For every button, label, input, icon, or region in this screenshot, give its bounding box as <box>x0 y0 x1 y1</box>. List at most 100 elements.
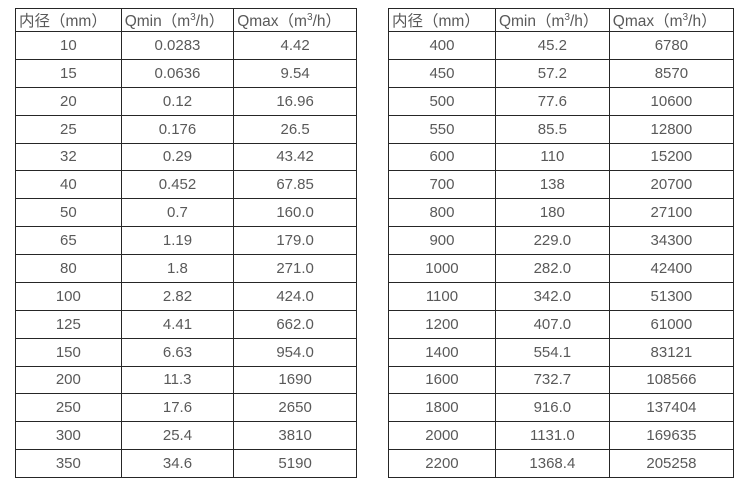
table-cell: 2650 <box>233 393 357 423</box>
table-cell: 6.63 <box>120 337 235 367</box>
table-cell: 0.7 <box>120 198 235 228</box>
table-cell: 1800 <box>388 393 496 423</box>
table-cell: 160.0 <box>233 198 357 228</box>
table-cell: 350 <box>15 449 122 478</box>
table-cell: 2.82 <box>120 281 235 311</box>
table-row: 50 0.7 160.0 <box>15 198 357 228</box>
table-header-cell: 内径（mm） <box>15 8 122 32</box>
table-cell: 200 <box>15 365 122 395</box>
table-cell: 10 <box>15 31 122 60</box>
table-cell: 61000 <box>608 309 735 339</box>
table-cell: 2200 <box>388 449 496 478</box>
table-cell: 45.2 <box>494 31 610 60</box>
table-cell: 179.0 <box>233 226 357 255</box>
flow-range-table-small-diameters: 内径（mm） Qmin（m3/h） Qmax（m3/h） 10 0.0283 4.42 15… <box>15 8 357 478</box>
table-cell: 450 <box>388 58 496 88</box>
table-cell: 0.29 <box>120 142 235 172</box>
table-row: 10 0.0283 4.42 <box>15 31 357 60</box>
table-cell: 916.0 <box>494 393 610 423</box>
table-cell: 900 <box>388 226 496 255</box>
table-cell: 4.41 <box>120 309 235 339</box>
table-cell: 85.5 <box>494 114 610 144</box>
table-cell: 1400 <box>388 337 496 367</box>
table-cell: 25.4 <box>120 421 235 451</box>
table-cell: 1000 <box>388 254 496 283</box>
table-cell: 2000 <box>388 421 496 451</box>
table-cell: 11.3 <box>120 365 235 395</box>
superscript-3: 3 <box>564 11 570 23</box>
table-cell: 0.0283 <box>120 31 235 60</box>
table-cell: 25 <box>15 114 122 144</box>
table-cell: 34.6 <box>120 449 235 478</box>
table-row: 300 25.4 3810 <box>15 421 357 451</box>
table-cell: 1.8 <box>120 254 235 283</box>
table-row: 1000 282.0 42400 <box>388 254 735 283</box>
table-cell: 137404 <box>608 393 735 423</box>
table-cell: 6780 <box>608 31 735 60</box>
table-cell: 65 <box>15 226 122 255</box>
table-row: 600 110 15200 <box>388 142 735 172</box>
table-row: 400 45.2 6780 <box>388 31 735 60</box>
table-row: 2000 1131.0 169635 <box>388 421 735 451</box>
table-cell: 271.0 <box>233 254 357 283</box>
table-header-cell: 内径（mm） <box>388 8 496 32</box>
table-cell: 4.42 <box>233 31 357 60</box>
table-cell: 20 <box>15 86 122 116</box>
table-cell: 1690 <box>233 365 357 395</box>
table-row: 200 11.3 1690 <box>15 365 357 395</box>
table-cell: 67.85 <box>233 170 357 200</box>
table-cell: 108566 <box>608 365 735 395</box>
table-cell: 57.2 <box>494 58 610 88</box>
table-row: 900 229.0 34300 <box>388 226 735 255</box>
table-cell: 15200 <box>608 142 735 172</box>
table-row: 65 1.19 179.0 <box>15 226 357 255</box>
table-cell: 34300 <box>608 226 735 255</box>
table-row: 250 17.6 2650 <box>15 393 357 423</box>
table-row: 40 0.452 67.85 <box>15 170 357 200</box>
table-cell: 424.0 <box>233 281 357 311</box>
table-cell: 0.452 <box>120 170 235 200</box>
table-cell: 8570 <box>608 58 735 88</box>
table-cell: 150 <box>15 337 122 367</box>
table-cell: 300 <box>15 421 122 451</box>
table-row: 550 85.5 12800 <box>388 114 735 144</box>
table-header-cell: Qmax（m3/h） <box>608 8 735 32</box>
table-cell: 20700 <box>608 170 735 200</box>
table-row: 100 2.82 424.0 <box>15 281 357 311</box>
table-cell: 554.1 <box>494 337 610 367</box>
table-cell: 500 <box>388 86 496 116</box>
table-cell: 12800 <box>608 114 735 144</box>
table-row: 15 0.0636 9.54 <box>15 58 357 88</box>
table-row: 800 180 27100 <box>388 198 735 228</box>
table-cell: 0.176 <box>120 114 235 144</box>
table-cell: 15 <box>15 58 122 88</box>
table-cell: 110 <box>494 142 610 172</box>
table-cell: 5190 <box>233 449 357 478</box>
table-row: 700 138 20700 <box>388 170 735 200</box>
table-cell: 10600 <box>608 86 735 116</box>
table-row: 350 34.6 5190 <box>15 449 357 478</box>
table-header-cell: Qmin（m3/h） <box>494 8 610 32</box>
table-cell: 662.0 <box>233 309 357 339</box>
table-cell: 169635 <box>608 421 735 451</box>
table-cell: 407.0 <box>494 309 610 339</box>
table-row: 80 1.8 271.0 <box>15 254 357 283</box>
table-row: 1100 342.0 51300 <box>388 281 735 311</box>
table-cell: 1368.4 <box>494 449 610 478</box>
flow-range-table-large-diameters: 内径（mm） Qmin（m3/h） Qmax（m3/h） 400 45.2 6780 450… <box>388 8 735 478</box>
table-cell: 180 <box>494 198 610 228</box>
table-cell: 77.6 <box>494 86 610 116</box>
table-cell: 27100 <box>608 198 735 228</box>
table-cell: 700 <box>388 170 496 200</box>
table-cell: 800 <box>388 198 496 228</box>
table-row: 25 0.176 26.5 <box>15 114 357 144</box>
table-row: 32 0.29 43.42 <box>15 142 357 172</box>
table-cell: 954.0 <box>233 337 357 367</box>
table-cell: 732.7 <box>494 365 610 395</box>
table-cell: 50 <box>15 198 122 228</box>
table-cell: 1100 <box>388 281 496 311</box>
table-cell: 0.12 <box>120 86 235 116</box>
table-row: 450 57.2 8570 <box>388 58 735 88</box>
table-row: 1600 732.7 108566 <box>388 365 735 395</box>
table-cell: 42400 <box>608 254 735 283</box>
